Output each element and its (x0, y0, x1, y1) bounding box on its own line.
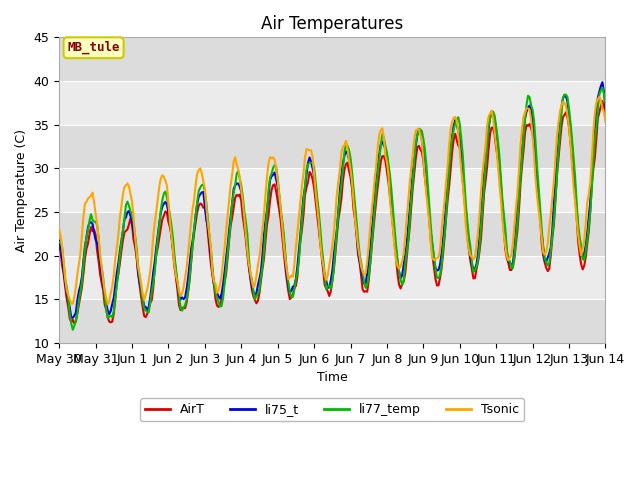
Tsonic (70, 294, 78, 300)
Tsonic (398, 259, 406, 264)
AirT (536, 216, 544, 221)
Tsonic (596, 94, 604, 100)
li75_t (159, 204, 166, 210)
Tsonic (159, 172, 166, 178)
li77_temp (69, 327, 77, 333)
li77_temp (598, 84, 606, 90)
Line: li75_t: li75_t (59, 82, 605, 318)
li75_t (386, 185, 394, 191)
AirT (598, 98, 606, 104)
Tsonic (536, 222, 544, 228)
li77_temp (72, 317, 80, 323)
li75_t (72, 310, 80, 315)
Tsonic (104, 301, 111, 307)
Bar (59, 212, 605, 256)
AirT (55, 241, 63, 247)
Legend: AirT, li75_t, li77_temp, Tsonic: AirT, li75_t, li77_temp, Tsonic (140, 398, 524, 421)
AirT (70, 320, 78, 326)
Line: li77_temp: li77_temp (59, 87, 605, 330)
Line: AirT: AirT (59, 101, 605, 323)
li77_temp (398, 282, 406, 288)
AirT (398, 282, 406, 288)
Bar (59, 81, 605, 125)
li77_temp (536, 205, 544, 211)
Tsonic (602, 119, 609, 124)
AirT (602, 114, 609, 120)
li75_t (598, 79, 606, 85)
Bar (59, 168, 605, 212)
li77_temp (602, 100, 609, 106)
li75_t (602, 105, 609, 110)
AirT (386, 193, 394, 199)
Bar (59, 37, 605, 81)
Bar (59, 256, 605, 300)
li77_temp (159, 197, 166, 203)
Tsonic (368, 208, 376, 214)
li77_temp (55, 240, 63, 245)
AirT (368, 244, 376, 250)
AirT (159, 216, 166, 222)
li75_t (55, 238, 63, 244)
Line: Tsonic: Tsonic (59, 97, 605, 304)
Y-axis label: Air Temperature (C): Air Temperature (C) (15, 129, 28, 252)
li77_temp (368, 241, 376, 247)
li77_temp (386, 172, 394, 178)
Tsonic (386, 196, 394, 202)
li75_t (536, 216, 544, 221)
Bar (59, 125, 605, 168)
AirT (72, 319, 80, 324)
Bar (59, 300, 605, 343)
X-axis label: Time: Time (317, 372, 348, 384)
Text: MB_tule: MB_tule (67, 41, 120, 54)
Tsonic (55, 227, 63, 233)
li75_t (69, 315, 77, 321)
li75_t (368, 230, 376, 236)
li75_t (398, 273, 406, 278)
Title: Air Temperatures: Air Temperatures (261, 15, 403, 33)
